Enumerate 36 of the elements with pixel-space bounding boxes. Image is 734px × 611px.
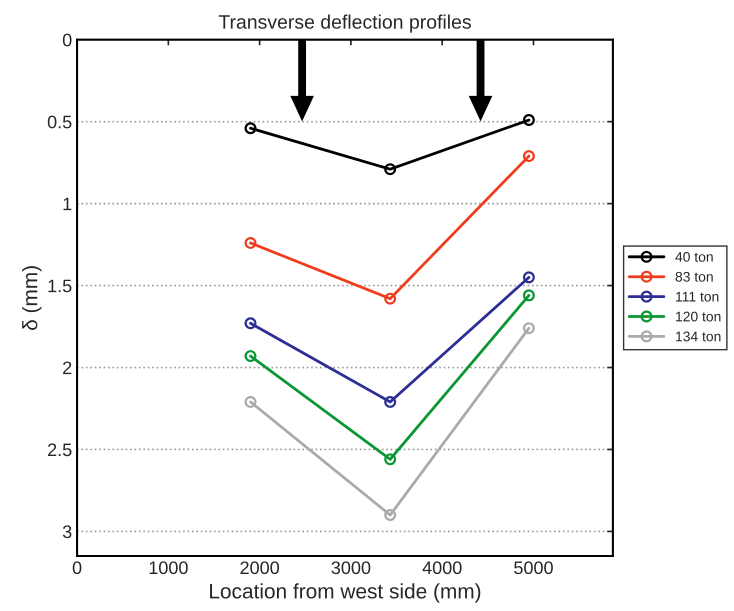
y-tick-label: 2.5 <box>48 443 72 456</box>
y-axis-title: δ (mm) <box>22 266 42 330</box>
point <box>244 122 256 134</box>
y-tick-label: 2 <box>63 361 72 374</box>
point <box>244 236 256 249</box>
y-tick-label: 1.5 <box>48 280 72 292</box>
x-tick-label: 5000 <box>514 561 553 574</box>
x-tick-label: 2000 <box>240 561 280 574</box>
point <box>384 292 396 305</box>
y-tick-label: 0 <box>62 34 72 46</box>
point <box>522 322 535 334</box>
point <box>522 289 535 302</box>
x-tick-label: 4000 <box>422 561 462 574</box>
point <box>384 163 396 176</box>
legend-label: 40 ton <box>675 252 713 262</box>
point <box>244 317 256 330</box>
x-tick-label: 3000 <box>332 561 370 574</box>
point <box>384 396 396 408</box>
y-tick-label: 0.5 <box>48 116 72 128</box>
point <box>244 350 256 362</box>
legend-label: 83 ton <box>676 272 713 282</box>
x-axis-title: Location from west side (mm) <box>210 583 480 603</box>
legend-label: 120 ton <box>676 312 720 322</box>
y-tick-label: 3 <box>62 525 72 538</box>
x-tick-label: 0 <box>72 561 82 574</box>
point <box>522 114 535 126</box>
y-tick-label: 1 <box>64 198 72 210</box>
point <box>384 453 396 466</box>
legend-label: 111 ton <box>676 292 718 302</box>
legend-label: 134 ton <box>676 332 720 342</box>
point <box>522 271 535 284</box>
point <box>522 150 535 162</box>
point <box>244 396 256 408</box>
chart-title: Transverse deflection profiles <box>218 14 471 33</box>
point <box>384 509 396 522</box>
x-tick-label: 1000 <box>150 561 188 574</box>
